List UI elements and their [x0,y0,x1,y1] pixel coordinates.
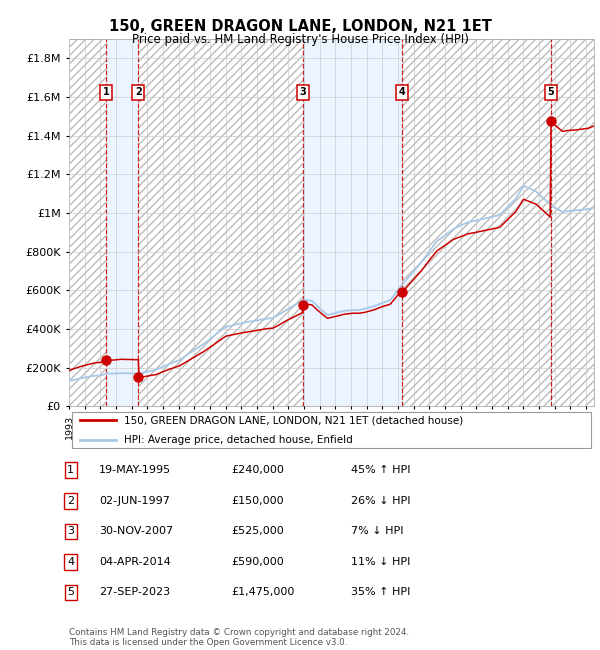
Text: 30-NOV-2007: 30-NOV-2007 [99,526,173,536]
Text: 150, GREEN DRAGON LANE, LONDON, N21 1ET: 150, GREEN DRAGON LANE, LONDON, N21 1ET [109,19,491,34]
Text: 3: 3 [299,87,306,98]
Text: 5: 5 [67,588,74,597]
Text: 1: 1 [103,87,110,98]
Text: 27-SEP-2023: 27-SEP-2023 [99,588,170,597]
Text: 3: 3 [67,526,74,536]
Text: £240,000: £240,000 [231,465,284,475]
Text: 5: 5 [548,87,554,98]
Text: £590,000: £590,000 [231,557,284,567]
Text: 7% ↓ HPI: 7% ↓ HPI [351,526,404,536]
Text: 11% ↓ HPI: 11% ↓ HPI [351,557,410,567]
Text: 2: 2 [67,496,74,506]
Text: £1,475,000: £1,475,000 [231,588,295,597]
Text: Price paid vs. HM Land Registry's House Price Index (HPI): Price paid vs. HM Land Registry's House … [131,32,469,46]
Text: Contains HM Land Registry data © Crown copyright and database right 2024.
This d: Contains HM Land Registry data © Crown c… [69,628,409,647]
FancyBboxPatch shape [71,412,592,448]
Text: 04-APR-2014: 04-APR-2014 [99,557,171,567]
Text: 4: 4 [398,87,406,98]
Text: 35% ↑ HPI: 35% ↑ HPI [351,588,410,597]
Bar [402,39,551,406]
Text: 150, GREEN DRAGON LANE, LONDON, N21 1ET (detached house): 150, GREEN DRAGON LANE, LONDON, N21 1ET … [124,415,463,425]
Text: 26% ↓ HPI: 26% ↓ HPI [351,496,410,506]
Text: 02-JUN-1997: 02-JUN-1997 [99,496,170,506]
Text: 2: 2 [135,87,142,98]
Text: 19-MAY-1995: 19-MAY-1995 [99,465,171,475]
Text: £150,000: £150,000 [231,496,284,506]
Bar [138,39,303,406]
Bar [303,39,402,406]
Text: 45% ↑ HPI: 45% ↑ HPI [351,465,410,475]
Text: 1: 1 [67,465,74,475]
Bar [69,39,106,406]
Bar [551,39,594,406]
Text: £525,000: £525,000 [231,526,284,536]
Bar [106,39,138,406]
Text: 4: 4 [67,557,74,567]
Text: HPI: Average price, detached house, Enfield: HPI: Average price, detached house, Enfi… [124,435,353,445]
